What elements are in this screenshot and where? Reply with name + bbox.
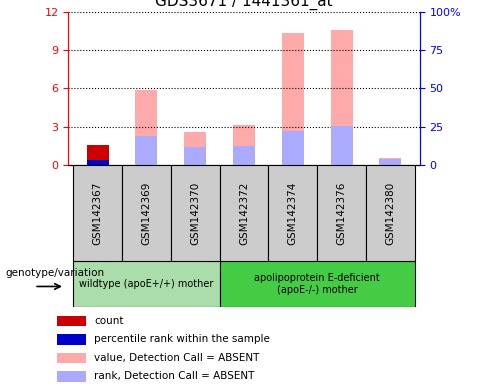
- Bar: [380, 158, 402, 165]
- Bar: [233, 146, 255, 165]
- Text: value, Detection Call = ABSENT: value, Detection Call = ABSENT: [95, 353, 260, 363]
- Bar: [366, 165, 415, 261]
- Text: wildtype (apoE+/+) mother: wildtype (apoE+/+) mother: [79, 279, 214, 289]
- Bar: [73, 165, 122, 261]
- Bar: [57, 371, 86, 382]
- Text: apolipoprotein E-deficient
(apoE-/-) mother: apolipoprotein E-deficient (apoE-/-) mot…: [254, 273, 380, 295]
- Text: GSM142380: GSM142380: [386, 182, 395, 245]
- Bar: [380, 159, 402, 165]
- Text: rank, Detection Call = ABSENT: rank, Detection Call = ABSENT: [95, 371, 255, 381]
- Bar: [331, 30, 353, 165]
- Bar: [220, 165, 268, 261]
- Bar: [268, 165, 317, 261]
- Bar: [317, 165, 366, 261]
- Bar: [184, 132, 206, 165]
- Text: GSM142367: GSM142367: [93, 181, 102, 245]
- Text: GSM142369: GSM142369: [142, 181, 151, 245]
- Bar: [57, 353, 86, 363]
- Bar: [136, 136, 158, 165]
- Bar: [136, 89, 158, 165]
- Bar: [282, 131, 304, 165]
- Bar: [220, 261, 415, 307]
- Text: GSM142374: GSM142374: [288, 181, 298, 245]
- Bar: [171, 165, 220, 261]
- Text: GSM142376: GSM142376: [337, 181, 346, 245]
- Bar: [57, 334, 86, 345]
- Bar: [122, 165, 171, 261]
- Bar: [57, 316, 86, 326]
- Bar: [73, 261, 220, 307]
- Bar: [331, 126, 353, 165]
- Title: GDS3671 / 1441361_at: GDS3671 / 1441361_at: [155, 0, 333, 10]
- Bar: [87, 160, 109, 165]
- Bar: [233, 126, 255, 165]
- Text: percentile rank within the sample: percentile rank within the sample: [95, 334, 270, 344]
- Bar: [87, 145, 109, 165]
- Text: GSM142370: GSM142370: [190, 182, 200, 245]
- Text: genotype/variation: genotype/variation: [5, 268, 104, 278]
- Bar: [282, 33, 304, 165]
- Text: count: count: [95, 316, 124, 326]
- Text: GSM142372: GSM142372: [239, 181, 249, 245]
- Bar: [184, 147, 206, 165]
